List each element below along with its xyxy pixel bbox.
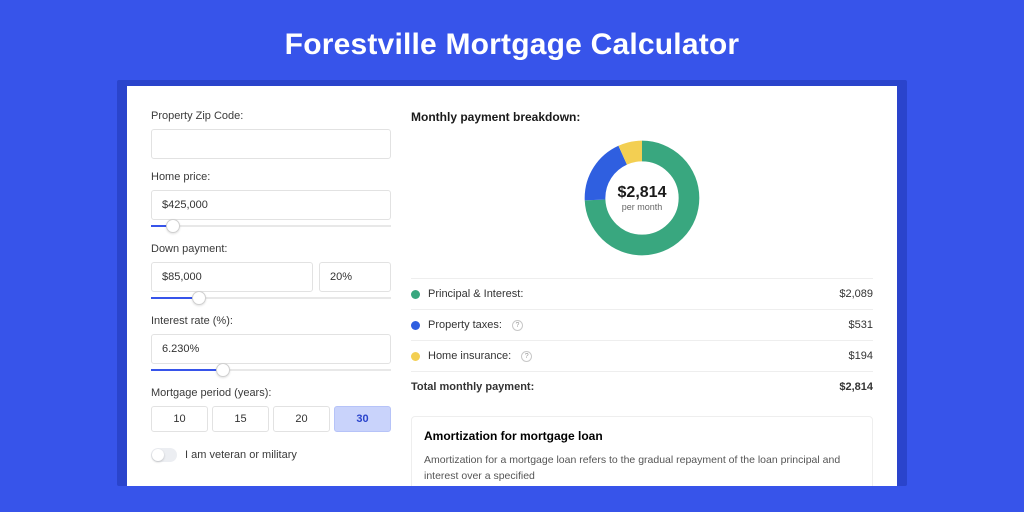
legend-total-value: $2,814: [839, 381, 873, 393]
legend-total-row: Total monthly payment: $2,814: [411, 372, 873, 402]
legend-bullet: [411, 290, 420, 299]
legend-value: $531: [849, 319, 873, 331]
down-payment-label: Down payment:: [151, 243, 391, 255]
amortization-body: Amortization for a mortgage loan refers …: [424, 453, 860, 485]
legend-label: Home insurance:: [428, 350, 511, 362]
legend-bullet: [411, 352, 420, 361]
period-button-20[interactable]: 20: [273, 406, 330, 432]
legend-total-label: Total monthly payment:: [411, 381, 534, 393]
period-button-15[interactable]: 15: [212, 406, 269, 432]
period-button-30[interactable]: 30: [334, 406, 391, 432]
breakdown-title: Monthly payment breakdown:: [411, 110, 873, 124]
page-title: Forestville Mortgage Calculator: [0, 28, 1024, 62]
zip-input[interactable]: [151, 129, 391, 159]
toggle-knob: [152, 449, 164, 461]
breakdown-column: Monthly payment breakdown: $2,814 per mo…: [411, 110, 873, 486]
period-buttons: 10152030: [151, 406, 391, 432]
legend-value: $2,089: [839, 288, 873, 300]
home-price-label: Home price:: [151, 171, 391, 183]
amortization-title: Amortization for mortgage loan: [424, 429, 860, 443]
period-label: Mortgage period (years):: [151, 387, 391, 399]
legend: Principal & Interest: $2,089 Property taxe…: [411, 278, 873, 402]
info-icon[interactable]: ?: [521, 351, 532, 362]
card-shadow: Property Zip Code: Home price: Down paym…: [117, 80, 907, 486]
home-price-input[interactable]: [151, 190, 391, 220]
amortization-section: Amortization for mortgage loan Amortizat…: [411, 416, 873, 486]
donut-amount: $2,814: [618, 184, 667, 202]
legend-label: Principal & Interest:: [428, 288, 523, 300]
interest-slider[interactable]: [151, 363, 391, 377]
down-payment-slider[interactable]: [151, 291, 391, 305]
interest-input[interactable]: [151, 334, 391, 364]
veteran-toggle[interactable]: [151, 448, 177, 462]
form-column: Property Zip Code: Home price: Down paym…: [151, 110, 391, 486]
donut-chart: $2,814 per month: [580, 136, 704, 260]
donut-subtitle: per month: [622, 202, 663, 212]
legend-bullet: [411, 321, 420, 330]
legend-label: Property taxes:: [428, 319, 502, 331]
interest-label: Interest rate (%):: [151, 315, 391, 327]
period-button-10[interactable]: 10: [151, 406, 208, 432]
info-icon[interactable]: ?: [512, 320, 523, 331]
home-price-slider[interactable]: [151, 219, 391, 233]
legend-row: Property taxes:? $531: [411, 310, 873, 341]
veteran-label: I am veteran or military: [185, 449, 297, 461]
legend-row: Principal & Interest: $2,089: [411, 278, 873, 310]
down-payment-input[interactable]: [151, 262, 313, 292]
zip-label: Property Zip Code:: [151, 110, 391, 122]
legend-value: $194: [849, 350, 873, 362]
calculator-card: Property Zip Code: Home price: Down paym…: [127, 86, 897, 486]
legend-row: Home insurance:? $194: [411, 341, 873, 372]
down-payment-pct-input[interactable]: [319, 262, 391, 292]
